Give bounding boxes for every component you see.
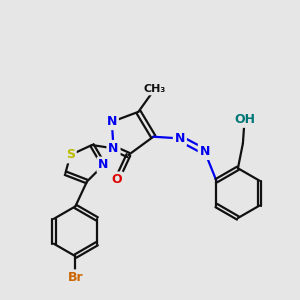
Text: N: N — [175, 132, 185, 145]
Text: N: N — [108, 142, 119, 155]
Text: N: N — [107, 115, 117, 128]
Text: CH₃: CH₃ — [144, 84, 166, 94]
Text: N: N — [98, 158, 109, 171]
Text: S: S — [66, 148, 75, 161]
Text: OH: OH — [234, 113, 255, 126]
Text: Br: Br — [68, 271, 83, 284]
Text: N: N — [200, 145, 210, 158]
Text: O: O — [112, 173, 122, 186]
